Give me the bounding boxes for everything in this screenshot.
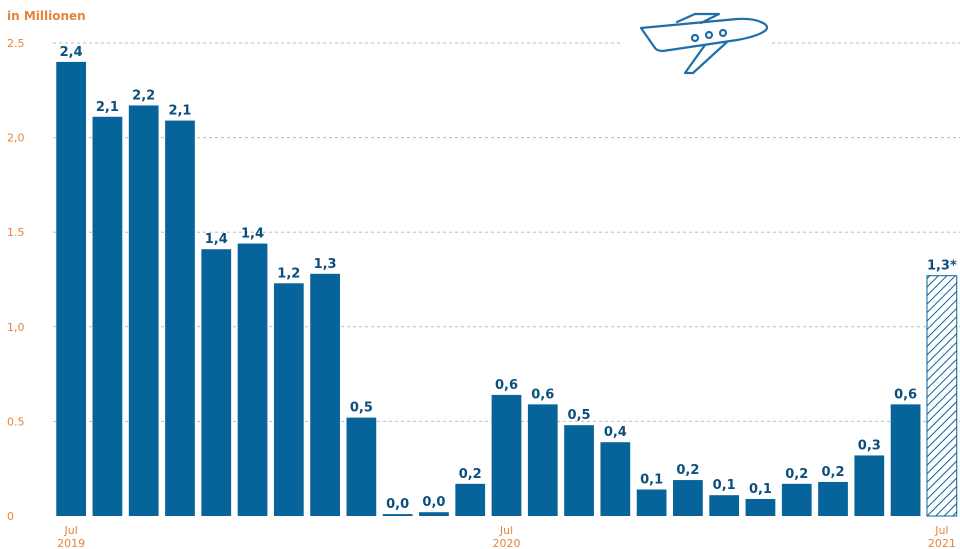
bar bbox=[564, 425, 594, 516]
bar bbox=[92, 116, 123, 517]
bar-data-label: 0,2 bbox=[676, 463, 699, 478]
x-tick-label-month: Jul bbox=[499, 524, 513, 537]
bar-data-label: 0,2 bbox=[785, 467, 808, 482]
bar bbox=[818, 481, 848, 516]
bar-data-label: 0,3 bbox=[858, 438, 881, 453]
bar bbox=[745, 498, 776, 516]
y-axis-ticks: 0 0.5 1,0 1.5 2,0 2.5 bbox=[7, 37, 25, 523]
bar-data-label: 0,6 bbox=[495, 378, 518, 393]
x-tick-label-year: 2020 bbox=[493, 537, 521, 549]
bar-data-label: 0,5 bbox=[568, 408, 591, 423]
bar-data-label: 1,3* bbox=[927, 259, 957, 274]
bar bbox=[491, 394, 522, 516]
bar-data-label: 2,1 bbox=[168, 104, 191, 119]
bar bbox=[165, 120, 195, 517]
y-tick-label: 1.5 bbox=[7, 226, 25, 239]
x-tick-label-year: 2021 bbox=[928, 537, 956, 549]
y-tick-label: 0 bbox=[7, 510, 14, 523]
bar-data-label: 0,4 bbox=[604, 425, 627, 440]
bar-data-label: 0,0 bbox=[386, 497, 409, 512]
bar-data-label: 0,2 bbox=[822, 465, 845, 480]
x-tick-label-year: 2019 bbox=[57, 537, 85, 549]
unit-label: in Millionen bbox=[7, 9, 86, 23]
bar-data-label: 0,2 bbox=[459, 467, 482, 482]
x-tick-label-month: Jul bbox=[934, 524, 948, 537]
bar-data-label: 0,1 bbox=[749, 482, 772, 497]
bar bbox=[600, 442, 631, 516]
bar-data-label: 1,2 bbox=[277, 266, 300, 281]
bars bbox=[56, 61, 958, 517]
bar bbox=[781, 483, 812, 516]
bar-estimated bbox=[926, 275, 958, 517]
bar-data-label: 0,5 bbox=[350, 401, 373, 416]
bar bbox=[201, 249, 232, 516]
bar bbox=[346, 417, 377, 516]
bar-data-label: 0,0 bbox=[422, 495, 445, 510]
bar bbox=[273, 283, 304, 516]
bar bbox=[382, 514, 413, 516]
bar bbox=[128, 105, 159, 516]
x-tick-label-month: Jul bbox=[63, 524, 77, 537]
y-tick-label: 0.5 bbox=[7, 415, 25, 428]
y-tick-label: 2.5 bbox=[7, 37, 25, 50]
bar-data-label: 1,4 bbox=[205, 232, 228, 247]
bar bbox=[419, 512, 449, 516]
bar-data-label: 2,4 bbox=[60, 45, 83, 60]
data-labels: 2,4 2,1 2,2 2,1 1,4 1,4 1,2 1,3 0,5 0,0 0,0 0,2 0,6 0… bbox=[60, 45, 957, 512]
bar-data-label: 0,1 bbox=[713, 478, 736, 493]
bar bbox=[709, 495, 740, 516]
bar bbox=[673, 480, 703, 516]
bar-data-label: 0,1 bbox=[640, 473, 663, 488]
airplane-icon bbox=[639, 12, 769, 75]
y-tick-label: 2,0 bbox=[7, 132, 25, 145]
bar bbox=[527, 404, 558, 516]
bar bbox=[854, 455, 885, 516]
bar bbox=[890, 404, 921, 516]
bar-data-label: 1,3 bbox=[314, 257, 337, 272]
bar-data-label: 2,2 bbox=[132, 88, 155, 103]
bar bbox=[455, 483, 486, 516]
bar bbox=[56, 61, 87, 517]
bar-data-label: 0,6 bbox=[894, 387, 917, 402]
bar bbox=[636, 489, 667, 516]
bar-data-label: 0,6 bbox=[531, 387, 554, 402]
bar bbox=[310, 273, 340, 516]
bar bbox=[237, 243, 268, 516]
y-tick-label: 1,0 bbox=[7, 321, 25, 334]
bar-data-label: 2,1 bbox=[96, 100, 119, 115]
bar-data-label: 1,4 bbox=[241, 227, 264, 242]
